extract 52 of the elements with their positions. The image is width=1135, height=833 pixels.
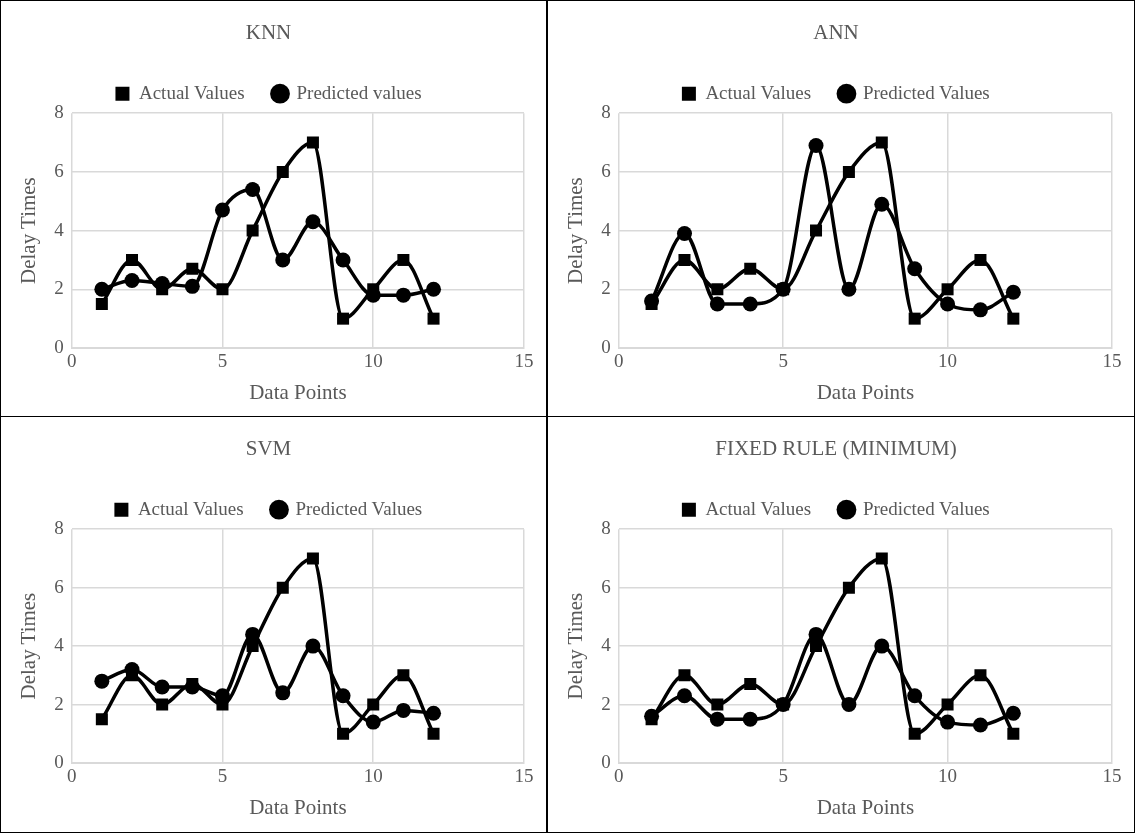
x-axis-title: Data Points [249, 794, 347, 819]
x-tick-label: 10 [363, 765, 383, 787]
y-tick-label: 4 [601, 218, 612, 240]
y-tick-label: 8 [54, 517, 64, 539]
x-tick-label: 10 [938, 765, 958, 787]
x-axis-title: Data Points [816, 794, 915, 819]
legend-label: Actual Values [705, 497, 812, 519]
y-tick-label: 6 [54, 159, 64, 181]
legend-label: Actual Values [137, 497, 244, 519]
y-tick-label: 0 [54, 750, 64, 772]
y-tick-label: 2 [601, 277, 611, 299]
y-tick-label: 6 [54, 575, 64, 597]
x-tick-label: 15 [514, 765, 534, 787]
x-tick-label: 5 [217, 350, 228, 372]
y-tick-label: 4 [54, 634, 65, 656]
x-tick-label: 10 [938, 350, 958, 372]
legend-label: Predicted Values [862, 497, 990, 519]
y-tick-label: 0 [601, 335, 611, 357]
y-tick-label: 2 [54, 277, 64, 299]
x-axis-title: Data Points [816, 379, 915, 404]
legend-label: Predicted Values [862, 81, 990, 103]
x-tick-label: 5 [217, 765, 228, 787]
y-tick-label: 2 [54, 692, 64, 714]
y-tick-label: 4 [601, 634, 612, 656]
y-tick-label: 2 [601, 692, 611, 714]
chart-title: ANN [813, 20, 859, 45]
legend-label: Predicted values [296, 81, 422, 103]
legend-label: Actual Values [705, 81, 812, 103]
x-tick-label: 15 [514, 350, 534, 372]
chart-title: FIXED RULE (MINIMUM) [715, 436, 957, 461]
x-tick-label: 15 [1102, 350, 1122, 372]
legend-label: Predicted Values [295, 497, 423, 519]
y-tick-label: 6 [601, 575, 611, 597]
y-axis-title: Delay Times [16, 177, 41, 284]
y-tick-label: 0 [601, 750, 611, 772]
chart-title: KNN [245, 20, 292, 45]
y-tick-label: 6 [601, 159, 611, 181]
legend-label: Actual Values [138, 81, 245, 103]
y-tick-label: 0 [54, 335, 64, 357]
y-axis-title: Delay Times [563, 592, 588, 700]
x-axis-title: Data Points [249, 379, 347, 404]
x-tick-label: 10 [363, 350, 383, 372]
y-tick-label: 8 [601, 517, 611, 539]
x-tick-label: 5 [778, 350, 788, 372]
x-tick-label: 5 [778, 765, 788, 787]
chart-title: SVM [245, 436, 292, 461]
y-tick-label: 8 [54, 101, 64, 123]
y-tick-label: 4 [54, 218, 65, 240]
y-axis-title: Delay Times [16, 592, 41, 700]
y-axis-title: Delay Times [563, 177, 588, 284]
y-tick-label: 8 [601, 101, 611, 123]
x-tick-label: 15 [1102, 765, 1122, 787]
